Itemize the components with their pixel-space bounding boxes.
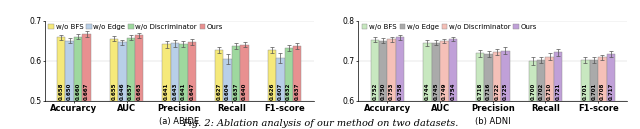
Text: 0.725: 0.725 [503, 82, 508, 100]
Bar [371, 40, 379, 129]
Text: 0.758: 0.758 [397, 82, 403, 100]
Bar [83, 34, 91, 129]
Bar [74, 37, 83, 129]
Bar [285, 48, 293, 129]
Bar [545, 57, 554, 129]
Text: 0.657: 0.657 [128, 82, 133, 100]
Text: 0.701: 0.701 [591, 83, 596, 100]
Text: 0.716: 0.716 [486, 82, 491, 100]
Bar [484, 54, 493, 129]
Legend: w/o BFS, w/o Edge, w/o Discriminator, Ours: w/o BFS, w/o Edge, w/o Discriminator, Ou… [48, 24, 223, 30]
Bar [501, 51, 509, 129]
Text: 0.643: 0.643 [173, 82, 177, 100]
Bar [581, 60, 589, 129]
Text: 0.745: 0.745 [433, 82, 438, 100]
Text: 0.632: 0.632 [286, 82, 291, 100]
Text: 0.658: 0.658 [59, 82, 64, 100]
Text: 0.647: 0.647 [189, 82, 195, 100]
Bar [449, 39, 457, 129]
Text: 0.702: 0.702 [539, 83, 544, 100]
Bar [423, 43, 432, 129]
Text: 0.660: 0.660 [76, 82, 81, 100]
Text: 0.626: 0.626 [269, 82, 275, 100]
Text: 0.701: 0.701 [583, 83, 588, 100]
Text: 0.663: 0.663 [137, 82, 141, 100]
Text: 0.641: 0.641 [181, 82, 186, 100]
Bar [268, 50, 276, 129]
Text: 0.721: 0.721 [556, 83, 561, 100]
Text: 0.604: 0.604 [225, 82, 230, 100]
Text: 0.650: 0.650 [67, 82, 72, 100]
Bar [396, 37, 404, 129]
Bar [537, 60, 545, 129]
Bar [65, 41, 74, 129]
Bar [179, 44, 188, 129]
Bar [598, 57, 607, 129]
Text: 0.667: 0.667 [84, 82, 89, 100]
Text: 0.637: 0.637 [234, 82, 239, 100]
Legend: w/o BFS, w/o Edge, w/o Discriminator, Ours: w/o BFS, w/o Edge, w/o Discriminator, Ou… [362, 24, 537, 30]
Bar [432, 43, 440, 129]
Bar [554, 52, 563, 129]
Text: 0.718: 0.718 [477, 82, 483, 100]
Bar [232, 46, 240, 129]
Text: 0.637: 0.637 [294, 82, 300, 100]
Text: 0.627: 0.627 [217, 82, 221, 100]
Bar [293, 46, 301, 129]
Bar [163, 44, 171, 129]
Text: 0.607: 0.607 [278, 82, 283, 100]
Bar [188, 42, 196, 129]
Text: 0.717: 0.717 [608, 82, 613, 100]
Bar [440, 41, 449, 129]
Text: 0.641: 0.641 [164, 82, 169, 100]
Text: 0.640: 0.640 [242, 82, 247, 100]
Text: 0.752: 0.752 [372, 82, 378, 100]
Bar [589, 60, 598, 129]
Bar [387, 39, 396, 129]
Bar [127, 38, 135, 129]
Bar [276, 58, 285, 129]
Text: 0.655: 0.655 [111, 82, 116, 100]
Text: 0.744: 0.744 [425, 82, 430, 100]
Bar [476, 53, 484, 129]
Bar [118, 42, 127, 129]
Text: 0.753: 0.753 [389, 82, 394, 100]
Text: 0.700: 0.700 [531, 83, 535, 100]
Text: 0.722: 0.722 [495, 83, 499, 100]
Bar [57, 37, 65, 129]
Text: 0.708: 0.708 [600, 82, 605, 100]
Bar [135, 35, 143, 129]
Text: 0.646: 0.646 [120, 82, 125, 100]
Bar [493, 52, 501, 129]
Text: 0.749: 0.749 [442, 82, 447, 100]
Text: 0.710: 0.710 [547, 83, 552, 100]
Bar [240, 45, 249, 129]
Text: Fig. 2: Ablation analysis of our method on two datasets.: Fig. 2: Ablation analysis of our method … [182, 119, 458, 128]
Bar [215, 50, 223, 129]
X-axis label: (b) ADNI: (b) ADNI [475, 117, 511, 126]
Bar [223, 59, 232, 129]
Bar [529, 61, 537, 129]
Bar [607, 54, 615, 129]
X-axis label: (a) ABIDE: (a) ABIDE [159, 117, 199, 126]
Bar [109, 39, 118, 129]
Bar [171, 43, 179, 129]
Text: 0.750: 0.750 [381, 82, 386, 100]
Bar [379, 41, 387, 129]
Text: 0.754: 0.754 [451, 82, 455, 100]
